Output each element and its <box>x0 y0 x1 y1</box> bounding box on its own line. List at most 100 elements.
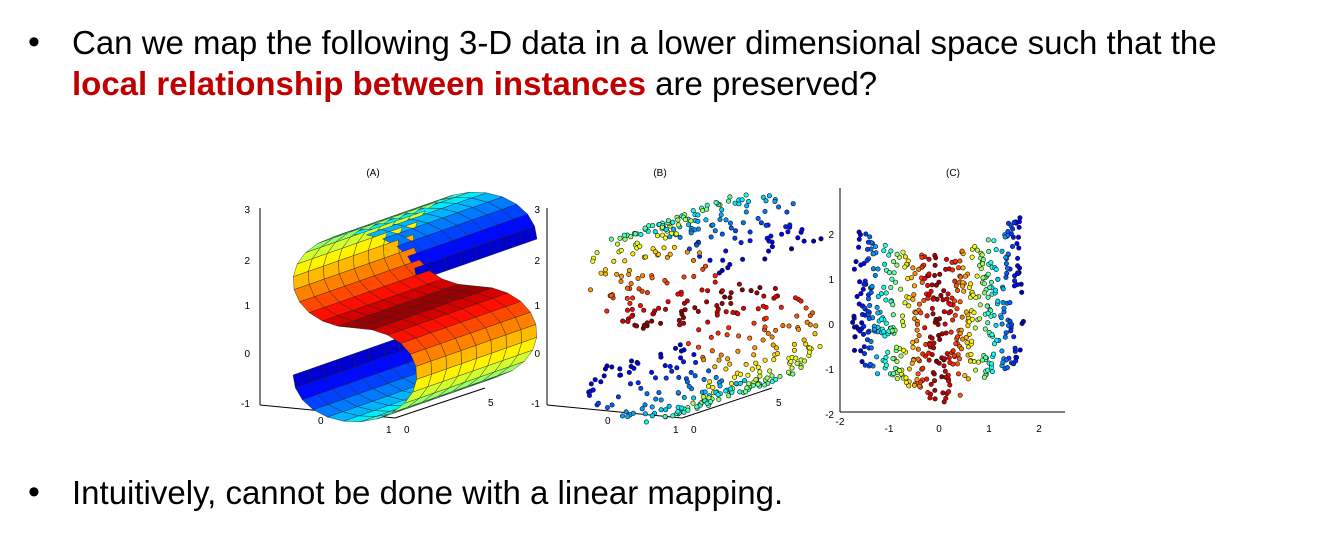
scatter-point <box>953 283 959 289</box>
scatter-point <box>749 366 755 372</box>
scatter-point <box>643 419 649 425</box>
scatter-point <box>883 297 889 303</box>
scatter-point <box>906 303 912 309</box>
scatter-point <box>688 230 694 236</box>
scatter-point <box>1009 322 1015 328</box>
panel-a-ytick: 0 <box>244 349 250 360</box>
scatter-point <box>813 323 819 329</box>
scatter-point <box>993 322 999 328</box>
scatter-point <box>957 331 963 337</box>
scatter-point <box>910 265 916 271</box>
scatter-point <box>694 404 700 410</box>
scatter-point <box>617 235 623 241</box>
scatter-point <box>696 327 702 333</box>
scatter-point <box>774 351 780 357</box>
scatter-point <box>623 409 629 415</box>
scatter-point <box>649 404 655 410</box>
scatter-point <box>859 359 865 365</box>
scatter-point <box>712 273 718 279</box>
scatter-point <box>925 283 931 289</box>
panel-c-xtick: 2 <box>1036 424 1042 435</box>
scatter-point <box>743 192 749 198</box>
scatter-point <box>899 313 905 319</box>
surface-patch <box>292 369 311 389</box>
panel-b-title: (B) <box>653 168 666 179</box>
scatter-point <box>716 396 722 402</box>
scatter-point <box>760 303 766 309</box>
scatter-point <box>773 327 779 333</box>
panel-c-ytick: 0 <box>828 320 834 331</box>
scatter-point <box>695 218 701 224</box>
scatter-point <box>679 405 685 411</box>
scatter-point <box>609 402 615 408</box>
scatter-point <box>894 251 900 257</box>
scatter-point <box>941 288 947 294</box>
scatter-point <box>621 232 627 238</box>
scatter-point <box>964 340 970 346</box>
scatter-point <box>946 389 952 395</box>
scatter-point <box>858 262 864 268</box>
scatter-point <box>757 373 763 379</box>
scatter-point <box>762 208 768 214</box>
scatter-point <box>878 291 884 297</box>
scatter-point <box>875 310 881 316</box>
scatter-point <box>681 274 687 280</box>
scatter-point <box>979 357 985 363</box>
scatter-point <box>632 231 638 237</box>
scatter-point <box>993 267 999 273</box>
scatter-point <box>975 359 981 365</box>
scatter-point <box>1004 270 1010 276</box>
scatter-point <box>874 304 880 310</box>
scatter-point <box>1008 328 1014 334</box>
scatter-point <box>671 244 677 250</box>
scatter-point <box>864 258 870 264</box>
scatter-point <box>712 228 718 234</box>
scatter-point <box>952 312 958 318</box>
scatter-point <box>945 291 951 297</box>
panel-c-xtick: -1 <box>885 424 894 435</box>
scatter-point <box>618 279 624 285</box>
scatter-point <box>881 248 887 254</box>
scatter-point <box>743 209 749 215</box>
scatter-point <box>760 194 766 200</box>
scatter-point <box>891 270 897 276</box>
scatter-point <box>869 284 875 290</box>
scatter-point <box>915 346 921 352</box>
scatter-point <box>998 315 1004 321</box>
scatter-point <box>637 303 643 309</box>
scatter-point <box>770 342 776 348</box>
scatter-point <box>857 232 863 238</box>
scatter-point <box>1016 224 1022 230</box>
panel-b-xtick: 5 <box>776 398 782 409</box>
scatter-point <box>637 243 643 249</box>
scatter-point <box>723 309 729 315</box>
scatter-point <box>888 285 894 291</box>
scatter-point <box>941 363 947 369</box>
scatter-point <box>1000 359 1006 365</box>
scatter-point <box>851 347 857 353</box>
scatter-point <box>932 262 938 268</box>
scatter-point <box>672 345 678 351</box>
scatter-point <box>886 252 892 258</box>
scatter-point <box>675 217 681 223</box>
scatter-point <box>625 319 631 325</box>
scatter-point <box>592 377 598 383</box>
scatter-point <box>872 244 878 250</box>
scatter-point <box>587 287 593 293</box>
scatter-point <box>755 306 761 312</box>
scatter-point <box>906 383 912 389</box>
scatter-point <box>930 296 936 302</box>
scatter-point <box>974 247 980 253</box>
scatter-point <box>974 273 980 279</box>
scatter-point <box>745 372 751 378</box>
scatter-point <box>618 273 624 279</box>
scatter-point <box>681 300 687 306</box>
scatter-point <box>957 258 963 264</box>
scatter-point <box>947 302 953 308</box>
scatter-point <box>666 403 672 409</box>
scatter-point <box>617 366 623 372</box>
scatter-point <box>649 275 655 281</box>
scatter-point <box>717 383 723 389</box>
manifold-figure: (A) 3 2 1 0 -1 0 1 0 5 (B) 3 2 1 0 -1 0 … <box>241 168 1065 436</box>
scatter-point <box>677 234 683 240</box>
